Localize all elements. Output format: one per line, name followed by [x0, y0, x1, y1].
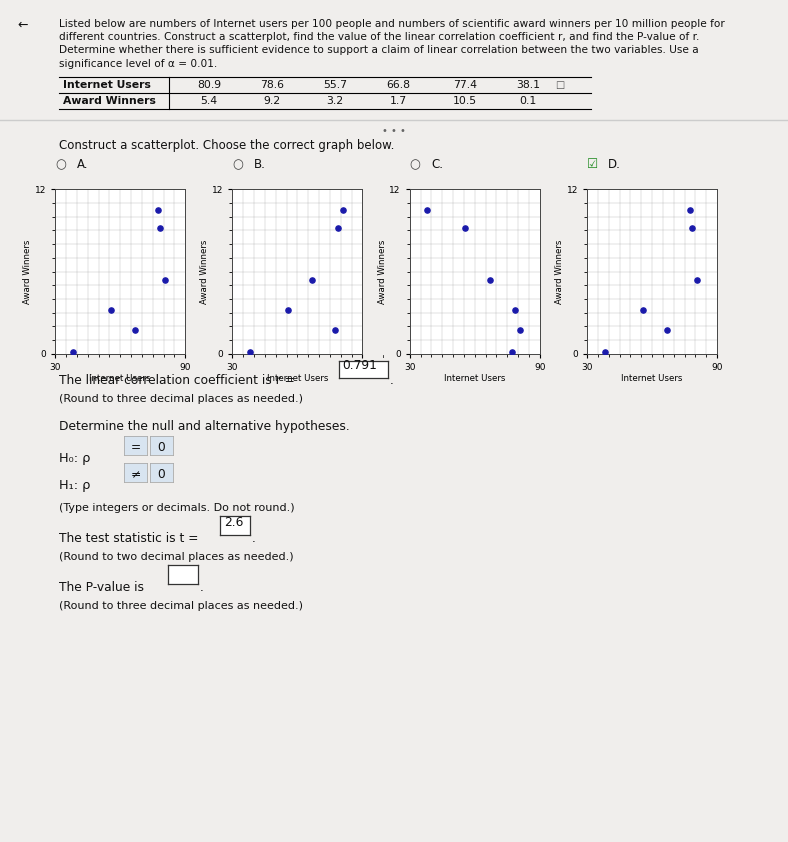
Text: different countries. Construct a scatterplot, find the value of the linear corre: different countries. Construct a scatter… [59, 32, 700, 42]
Text: C.: C. [431, 158, 443, 171]
Text: Listed below are numbers of Internet users per 100 people and numbers of scienti: Listed below are numbers of Internet use… [59, 19, 725, 29]
Text: 2.6: 2.6 [225, 516, 243, 529]
Text: .: . [199, 581, 203, 594]
Text: Determine the null and alternative hypotheses.: Determine the null and alternative hypot… [59, 420, 350, 433]
Point [154, 221, 167, 235]
Text: Internet Users: Internet Users [63, 81, 151, 90]
X-axis label: Internet Users: Internet Users [90, 375, 151, 383]
Point [421, 203, 433, 216]
Point [105, 303, 117, 317]
Text: 80.9: 80.9 [197, 81, 221, 90]
Point [683, 203, 696, 216]
Text: 55.7: 55.7 [323, 81, 347, 90]
X-axis label: Internet Users: Internet Users [267, 375, 328, 383]
Text: 10.5: 10.5 [453, 97, 477, 106]
Text: Determine whether there is sufficient evidence to support a claim of linear corr: Determine whether there is sufficient ev… [59, 45, 699, 56]
Text: A.: A. [76, 158, 88, 171]
Text: 66.8: 66.8 [386, 81, 410, 90]
Text: .: . [390, 374, 394, 386]
Text: 0: 0 [158, 467, 165, 481]
Text: ○: ○ [232, 158, 243, 171]
X-axis label: Internet Users: Internet Users [622, 375, 682, 383]
Text: ☑: ☑ [587, 158, 598, 171]
Text: • • •: • • • [382, 126, 406, 136]
Text: 78.6: 78.6 [260, 81, 284, 90]
Point [686, 221, 699, 235]
Text: Award Winners: Award Winners [63, 97, 156, 106]
Point [483, 273, 496, 286]
Text: The linear correlation coefficient is r =: The linear correlation coefficient is r … [59, 374, 299, 386]
Y-axis label: Award Winners: Award Winners [555, 239, 564, 304]
Text: .: . [252, 532, 256, 545]
Point [459, 221, 472, 235]
Text: ←: ← [17, 19, 28, 31]
Text: ≠: ≠ [130, 467, 141, 481]
Text: The test statistic is t =: The test statistic is t = [59, 532, 203, 545]
Text: The P-value is: The P-value is [59, 581, 148, 594]
Text: 38.1: 38.1 [516, 81, 540, 90]
Text: 3.2: 3.2 [326, 97, 344, 106]
Point [306, 273, 318, 286]
Point [598, 345, 611, 359]
Point [332, 221, 344, 235]
Text: (Round to two decimal places as needed.): (Round to two decimal places as needed.) [59, 552, 294, 562]
Point [514, 323, 526, 337]
Text: 0: 0 [158, 440, 165, 454]
Point [506, 345, 519, 359]
Text: 77.4: 77.4 [453, 81, 477, 90]
Text: 0.791: 0.791 [343, 360, 377, 372]
Point [282, 303, 295, 317]
Text: ˈ: ˈ [382, 355, 385, 365]
Point [691, 273, 704, 286]
Text: ○: ○ [55, 158, 66, 171]
Text: 5.4: 5.4 [200, 97, 217, 106]
Point [66, 345, 79, 359]
Point [336, 203, 349, 216]
Y-axis label: Award Winners: Award Winners [23, 239, 32, 304]
Point [151, 203, 164, 216]
Text: D.: D. [608, 158, 621, 171]
X-axis label: Internet Users: Internet Users [444, 375, 505, 383]
Text: (Round to three decimal places as needed.): (Round to three decimal places as needed… [59, 394, 303, 404]
Point [509, 303, 522, 317]
Text: (Round to three decimal places as needed.): (Round to three decimal places as needed… [59, 601, 303, 611]
Point [243, 345, 256, 359]
Text: B.: B. [254, 158, 266, 171]
Text: ○: ○ [410, 158, 421, 171]
Point [329, 323, 341, 337]
Text: (Type integers or decimals. Do not round.): (Type integers or decimals. Do not round… [59, 503, 295, 513]
Text: significance level of α = 0.01.: significance level of α = 0.01. [59, 59, 217, 69]
Text: 1.7: 1.7 [389, 97, 407, 106]
Text: □: □ [555, 81, 564, 90]
Point [159, 273, 172, 286]
Text: =: = [131, 440, 140, 454]
Text: 0.1: 0.1 [519, 97, 537, 106]
Text: Construct a scatterplot. Choose the correct graph below.: Construct a scatterplot. Choose the corr… [59, 139, 395, 152]
Y-axis label: Award Winners: Award Winners [377, 239, 387, 304]
Point [128, 323, 141, 337]
Text: H₀: ρ: H₀: ρ [59, 452, 91, 465]
Point [637, 303, 649, 317]
Y-axis label: Award Winners: Award Winners [200, 239, 210, 304]
Point [660, 323, 673, 337]
Text: 9.2: 9.2 [263, 97, 281, 106]
Text: H₁: ρ: H₁: ρ [59, 479, 91, 492]
